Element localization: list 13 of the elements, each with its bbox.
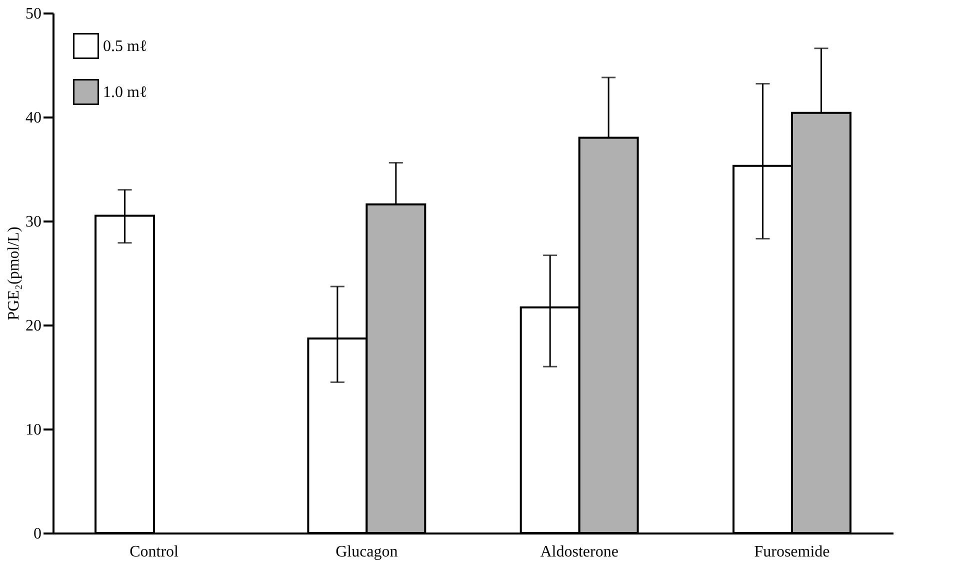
x-tick-label: Control [130, 544, 180, 560]
x-tick-label: Aldosterone [540, 544, 618, 560]
x-tick-label: Furosemide [754, 544, 830, 560]
y-tick-label: 40 [26, 110, 42, 126]
y-tick-label: 10 [26, 422, 42, 438]
legend-label: 0.5 mℓ [103, 38, 148, 55]
x-tick-label: Glucagon [336, 544, 398, 560]
legend-label: 1.0 mℓ [103, 84, 148, 101]
y-tick-label: 20 [26, 318, 42, 334]
y-axis-title: PGE₂(pmol/L) [6, 226, 22, 320]
y-tick-label: 0 [34, 526, 42, 542]
y-tick-label: 30 [26, 214, 42, 230]
y-tick-label: 50 [26, 6, 42, 22]
